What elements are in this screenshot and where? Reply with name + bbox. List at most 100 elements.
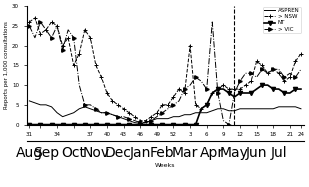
NT (294, 88, 297, 90)
ASPREN (127, 119, 131, 122)
ASPREN (111, 114, 114, 116)
> NSW (183, 92, 186, 94)
> VIC (138, 122, 142, 124)
> VIC (133, 119, 137, 122)
ASPREN (155, 117, 159, 120)
ASPREN (177, 116, 181, 118)
NT (183, 123, 186, 126)
> VIC (244, 72, 248, 74)
> VIC (116, 116, 120, 118)
> VIC (39, 21, 42, 23)
> VIC (72, 37, 76, 39)
ASPREN (171, 116, 175, 118)
X-axis label: Weeks: Weeks (155, 163, 176, 168)
NT (188, 123, 192, 126)
> VIC (233, 92, 236, 94)
NT (77, 123, 81, 126)
> VIC (183, 88, 186, 90)
NT (99, 123, 103, 126)
Line: > NSW: > NSW (27, 16, 303, 123)
ASPREN (277, 106, 281, 108)
ASPREN (94, 110, 98, 112)
> VIC (150, 119, 153, 122)
> NSW (39, 33, 42, 35)
NT (282, 92, 286, 94)
> VIC (277, 68, 281, 70)
ASPREN (77, 108, 81, 110)
> VIC (127, 117, 131, 120)
> VIC (210, 21, 214, 23)
> NSW (238, 88, 242, 90)
NT (255, 88, 258, 90)
NT (44, 123, 48, 126)
ASPREN (288, 106, 292, 108)
NT (50, 123, 53, 126)
> VIC (166, 108, 170, 110)
ASPREN (88, 108, 92, 110)
ASPREN (210, 110, 214, 112)
> VIC (194, 76, 197, 78)
> VIC (99, 112, 103, 114)
> VIC (28, 25, 31, 27)
> NSW (155, 112, 159, 114)
ASPREN (99, 112, 103, 114)
> VIC (260, 68, 264, 70)
> NSW (188, 45, 192, 47)
> NSW (122, 108, 125, 110)
ASPREN (255, 108, 258, 110)
> NSW (105, 92, 109, 94)
NT (94, 123, 98, 126)
ASPREN (33, 102, 37, 104)
NT (288, 92, 292, 94)
NT (244, 92, 248, 94)
> NSW (66, 37, 70, 39)
> NSW (199, 108, 203, 110)
NT (222, 88, 225, 90)
ASPREN (282, 106, 286, 108)
> NSW (249, 80, 253, 82)
> VIC (205, 88, 209, 90)
> VIC (66, 29, 70, 31)
NT (150, 123, 153, 126)
NT (28, 123, 31, 126)
> VIC (199, 80, 203, 82)
> NSW (88, 37, 92, 39)
NT (39, 123, 42, 126)
> NSW (55, 25, 59, 27)
> VIC (188, 84, 192, 86)
NT (166, 123, 170, 126)
NT (61, 123, 65, 126)
> VIC (50, 37, 53, 39)
> NSW (255, 60, 258, 62)
ASPREN (194, 112, 197, 114)
> VIC (227, 123, 231, 126)
ASPREN (271, 108, 275, 110)
NT (199, 108, 203, 110)
ASPREN (266, 108, 269, 110)
NT (66, 123, 70, 126)
NT (116, 123, 120, 126)
ASPREN (299, 108, 303, 110)
ASPREN (244, 108, 248, 110)
> NSW (288, 76, 292, 78)
ASPREN (72, 112, 76, 114)
> VIC (299, 68, 303, 70)
> VIC (144, 122, 148, 124)
ASPREN (227, 110, 231, 112)
ASPREN (116, 116, 120, 118)
> NSW (94, 64, 98, 67)
> VIC (177, 100, 181, 102)
NT (194, 123, 197, 126)
> NSW (294, 60, 297, 62)
> NSW (61, 45, 65, 47)
NT (171, 123, 175, 126)
> VIC (122, 116, 125, 118)
ASPREN (166, 117, 170, 120)
> VIC (216, 92, 220, 94)
NT (177, 123, 181, 126)
ASPREN (216, 108, 220, 110)
> NSW (216, 88, 220, 90)
> NSW (111, 100, 114, 102)
> NSW (233, 88, 236, 90)
> VIC (249, 72, 253, 74)
